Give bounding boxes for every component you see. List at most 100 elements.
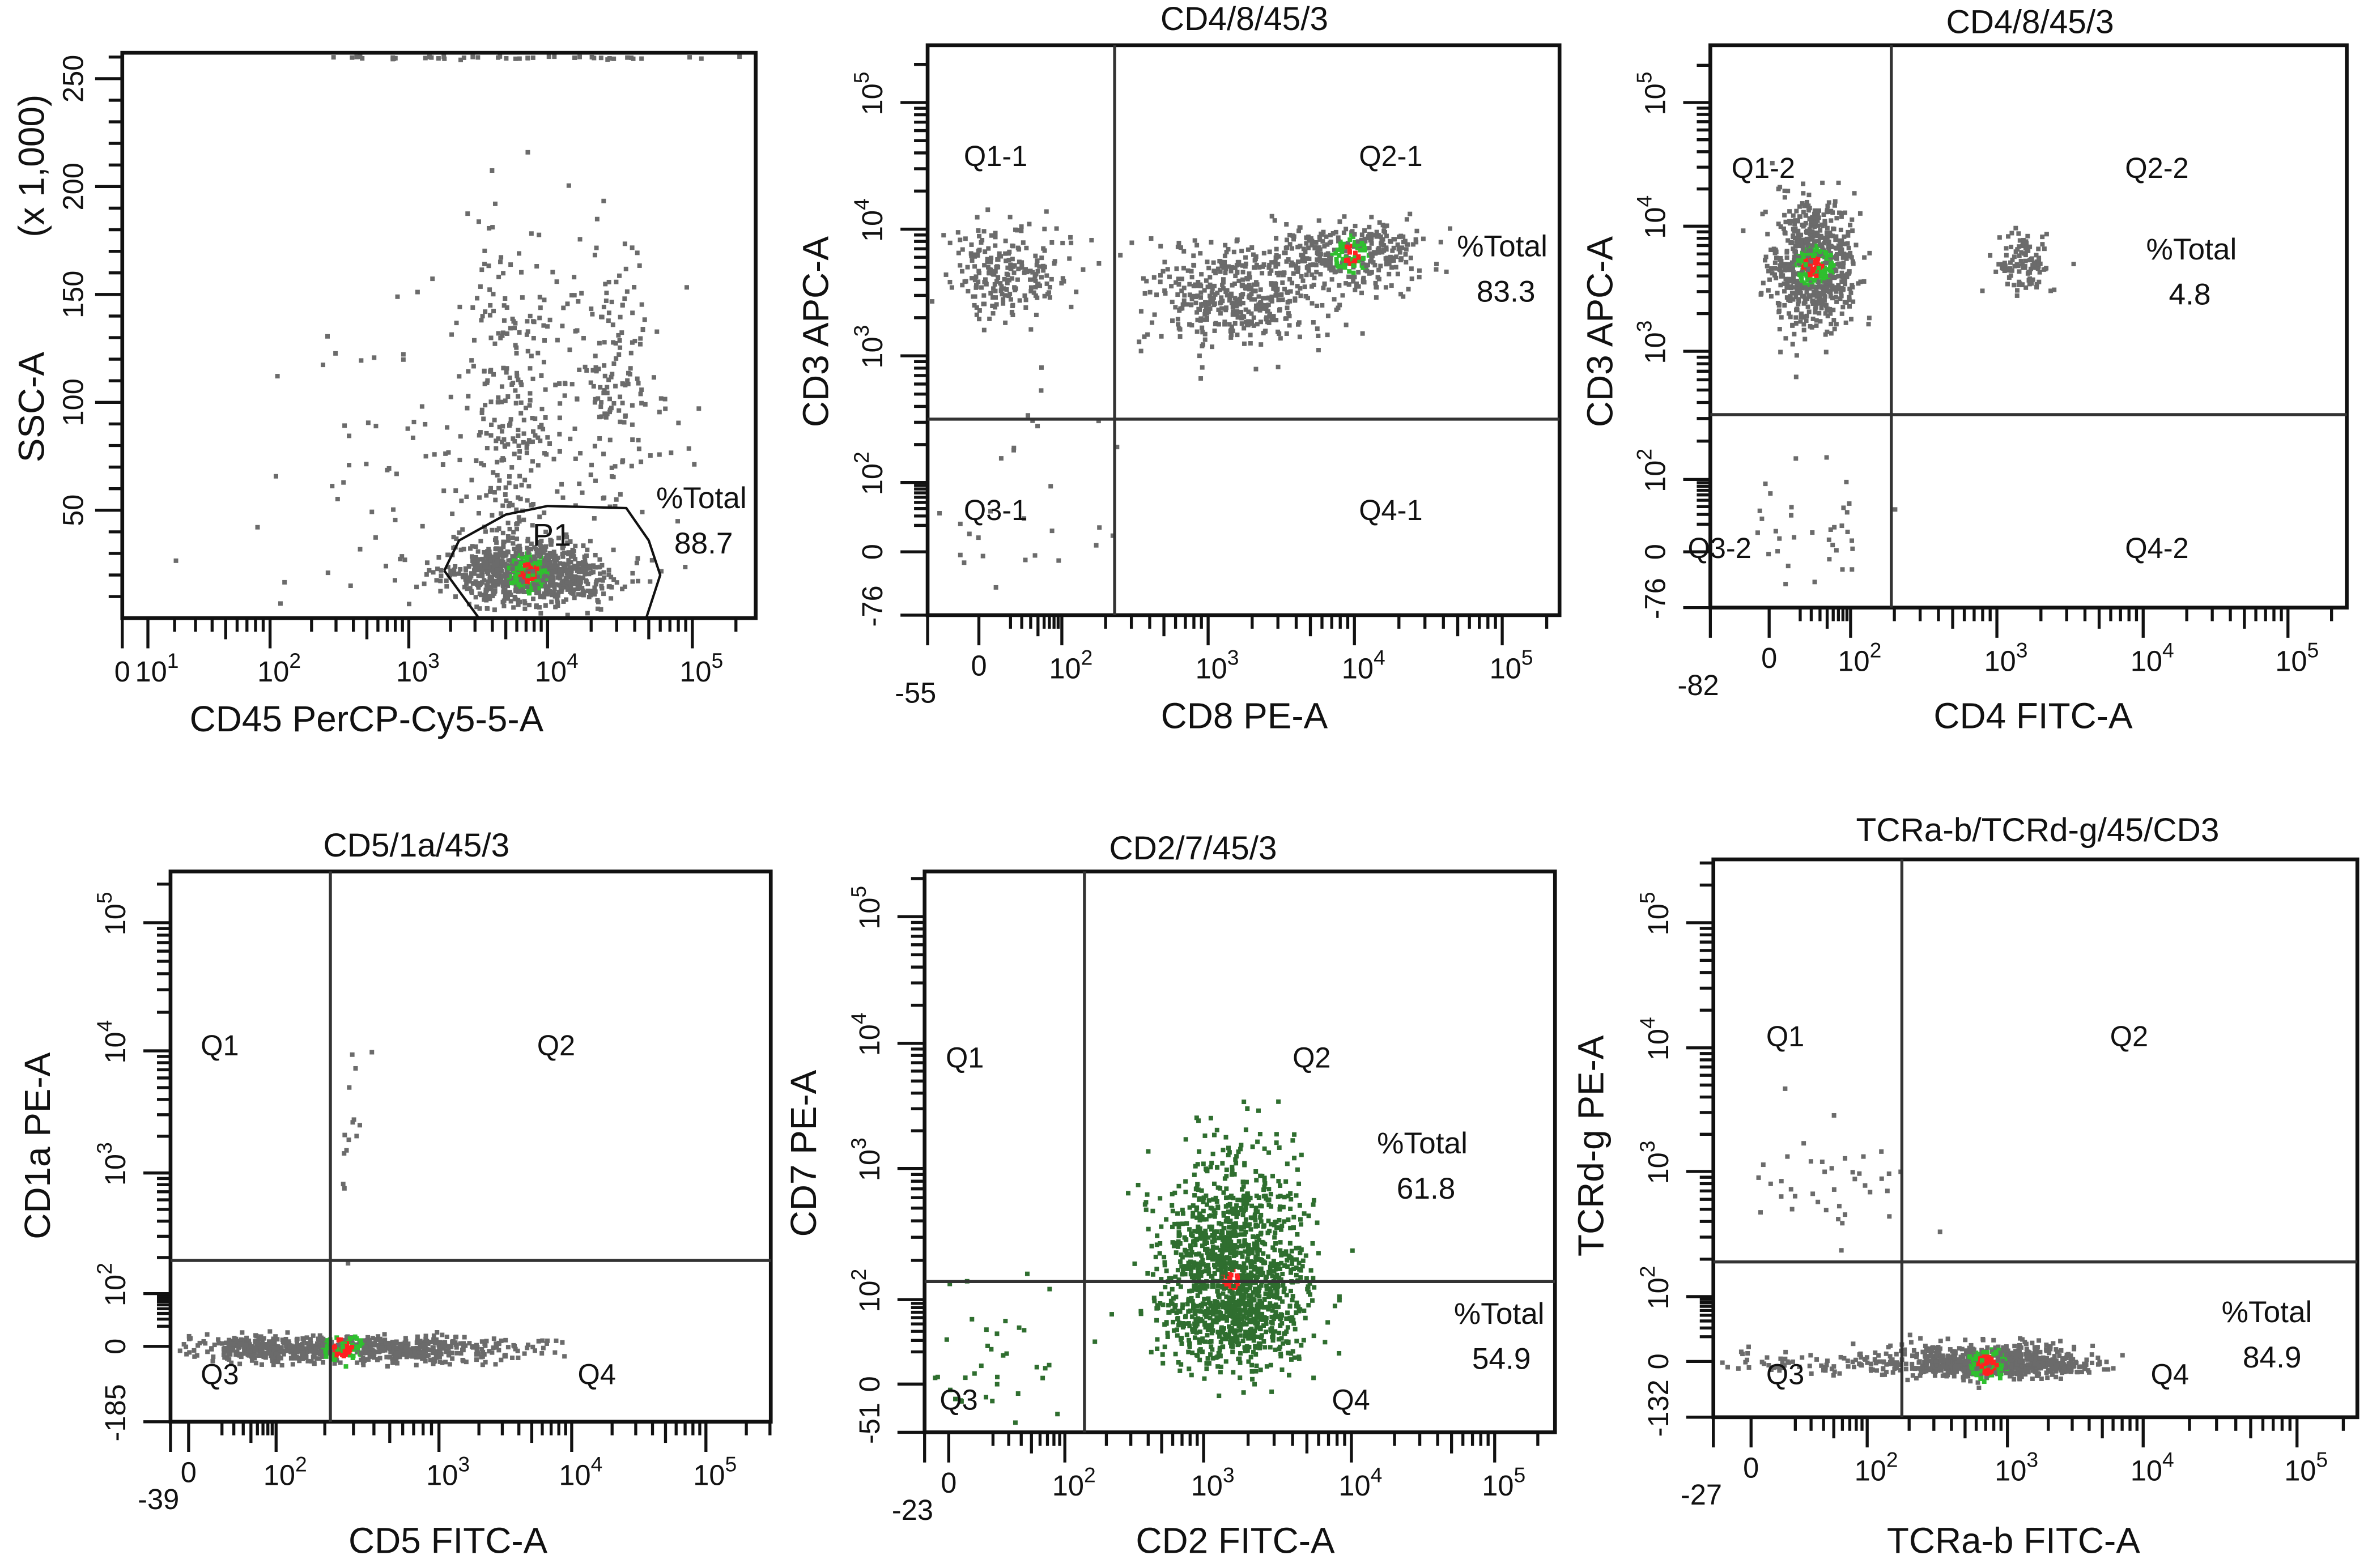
- event-dot: [562, 1354, 567, 1359]
- event-dot: [1825, 267, 1830, 272]
- stat-value: 83.3: [1477, 275, 1536, 308]
- event-dot: [406, 1347, 411, 1352]
- event-dot: [1228, 1251, 1233, 1256]
- event-dot: [585, 589, 590, 594]
- event-dot: [1032, 274, 1038, 279]
- event-dot: [483, 1343, 488, 1348]
- event-dot: [516, 602, 521, 607]
- event-dot: [976, 535, 981, 540]
- event-dot: [517, 455, 522, 461]
- event-dot: [1163, 291, 1168, 296]
- event-dot: [1839, 293, 1844, 299]
- event-dot: [617, 408, 622, 413]
- event-dot: [1182, 1264, 1187, 1269]
- event-dot: [1767, 277, 1772, 282]
- quadrant-label: Q1: [201, 1029, 239, 1062]
- event-dot: [1294, 1303, 1299, 1309]
- event-dot: [491, 572, 496, 577]
- event-dot: [506, 538, 511, 543]
- event-dot: [531, 596, 536, 602]
- event-dot: [1081, 267, 1086, 272]
- event-dot: [394, 471, 399, 476]
- event-dot: [1221, 280, 1226, 285]
- event-dot: [273, 474, 278, 479]
- event-dot: [1306, 245, 1311, 250]
- event-dot: [2006, 234, 2011, 239]
- event-dot: [1352, 275, 1357, 280]
- event-dot: [1846, 229, 1851, 235]
- event-dot: [541, 323, 546, 328]
- event-dot: [1239, 309, 1244, 314]
- gate-p1-polygon[interactable]: [443, 505, 662, 620]
- event-dot: [1795, 287, 1800, 292]
- event-dot: [1239, 283, 1244, 288]
- event-dot: [236, 1345, 241, 1350]
- event-dot: [340, 1344, 345, 1349]
- event-dot: [520, 552, 525, 557]
- event-dot: [284, 1348, 289, 1353]
- event-dot: [1795, 290, 1800, 295]
- event-dot: [270, 1339, 275, 1344]
- event-dot: [1808, 276, 1813, 281]
- y-tick-label: -76: [856, 585, 888, 627]
- event-dot: [1359, 241, 1364, 246]
- event-dot: [1321, 286, 1326, 291]
- event-dot: [1178, 245, 1183, 250]
- event-dot: [242, 1348, 247, 1353]
- event-dot: [1298, 225, 1303, 230]
- event-dot: [600, 314, 605, 319]
- event-dot: [958, 263, 963, 268]
- event-dot: [1759, 516, 1765, 521]
- event-dot: [530, 416, 535, 421]
- event-dot: [2036, 264, 2041, 269]
- event-dot: [525, 319, 530, 324]
- event-dot: [976, 279, 981, 284]
- event-dot: [1839, 290, 1844, 295]
- event-dot: [1180, 302, 1185, 307]
- event-dot: [205, 1349, 210, 1354]
- event-dot: [221, 1352, 226, 1357]
- event-dot: [1782, 281, 1787, 286]
- event-dot: [543, 387, 548, 392]
- event-dot: [524, 332, 529, 337]
- event-dot: [616, 333, 621, 338]
- event-dot: [1154, 1318, 1159, 1323]
- event-dot: [425, 1347, 430, 1352]
- event-dot: [1253, 303, 1259, 308]
- event-dot: [1828, 311, 1833, 316]
- event-dot: [1295, 259, 1300, 265]
- event-dot: [312, 1343, 317, 1348]
- quadrant-label: Q1-1: [964, 140, 1027, 172]
- quadrant-label: Q1-2: [1732, 152, 1795, 184]
- event-dot: [1376, 267, 1381, 272]
- event-dot: [1817, 274, 1822, 279]
- event-dot: [1814, 248, 1819, 253]
- event-dot: [549, 575, 554, 580]
- event-dot: [406, 1341, 411, 1347]
- event-dot: [1831, 287, 1836, 292]
- event-dot: [1857, 211, 1863, 216]
- event-dot: [371, 1341, 376, 1346]
- plot-frame: [120, 50, 758, 620]
- event-dot: [1833, 199, 1838, 204]
- event-dot: [1840, 255, 1846, 260]
- event-dot: [1841, 505, 1846, 510]
- event-dot: [636, 381, 641, 386]
- event-dot: [1240, 277, 1245, 282]
- event-dot: [1022, 516, 1027, 521]
- event-dot: [1204, 1202, 1209, 1207]
- event-dot: [462, 1335, 467, 1340]
- event-dot: [511, 436, 516, 441]
- event-dot: [1819, 263, 1825, 269]
- event-dot: [417, 1351, 422, 1356]
- event-dot: [528, 391, 533, 396]
- event-dot: [635, 250, 640, 255]
- x-tick-label: 103: [426, 1452, 470, 1492]
- event-dot: [1341, 245, 1346, 250]
- event-dot: [458, 567, 463, 572]
- event-dot: [560, 551, 565, 556]
- event-dot: [505, 521, 511, 526]
- event-dot: [1789, 260, 1795, 265]
- event-dot: [435, 1330, 440, 1335]
- event-dot: [994, 279, 999, 284]
